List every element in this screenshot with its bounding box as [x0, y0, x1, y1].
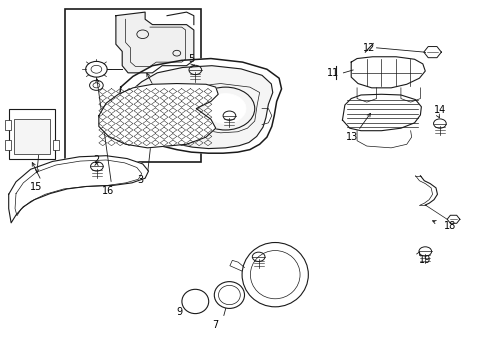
- Text: 5: 5: [188, 54, 195, 64]
- Text: 6: 6: [222, 104, 228, 113]
- Polygon shape: [116, 12, 194, 73]
- Polygon shape: [357, 88, 376, 102]
- Text: 10: 10: [263, 282, 275, 292]
- Text: 12: 12: [363, 43, 375, 53]
- Text: 14: 14: [434, 105, 446, 115]
- Text: 19: 19: [419, 255, 431, 265]
- Ellipse shape: [214, 282, 245, 309]
- Circle shape: [205, 94, 246, 123]
- Text: 2: 2: [93, 156, 99, 165]
- Polygon shape: [9, 156, 148, 223]
- Text: 18: 18: [443, 221, 456, 231]
- Bar: [14, 118, 50, 154]
- Text: 3: 3: [137, 175, 143, 185]
- Text: 4: 4: [188, 132, 195, 142]
- Bar: [5, 140, 11, 150]
- Text: 7: 7: [213, 320, 219, 330]
- Bar: [9, 109, 55, 158]
- Ellipse shape: [182, 289, 209, 314]
- Bar: [53, 140, 59, 150]
- Text: 8: 8: [259, 252, 265, 262]
- Polygon shape: [119, 59, 282, 153]
- Polygon shape: [128, 66, 273, 149]
- Ellipse shape: [219, 285, 240, 305]
- Text: 15: 15: [30, 182, 43, 192]
- Text: 1: 1: [30, 141, 36, 151]
- Polygon shape: [99, 84, 218, 148]
- Polygon shape: [343, 94, 421, 131]
- Bar: [5, 120, 11, 130]
- Bar: [65, 9, 201, 162]
- Polygon shape: [401, 88, 420, 102]
- Ellipse shape: [242, 243, 308, 307]
- Text: 11: 11: [326, 68, 339, 78]
- Polygon shape: [351, 57, 425, 88]
- Ellipse shape: [250, 251, 300, 299]
- Text: 13: 13: [346, 132, 358, 142]
- Text: 9: 9: [176, 307, 182, 317]
- Text: 17: 17: [165, 111, 177, 121]
- Text: 16: 16: [101, 186, 114, 196]
